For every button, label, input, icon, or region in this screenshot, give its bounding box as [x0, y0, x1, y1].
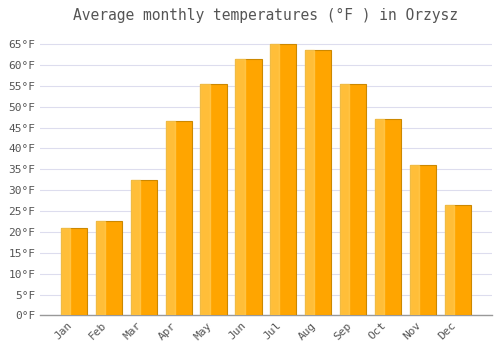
Bar	[445, 205, 454, 315]
Title: Average monthly temperatures (°F ) in Orzysz: Average monthly temperatures (°F ) in Or…	[74, 8, 458, 23]
Bar	[96, 222, 122, 315]
Bar	[340, 84, 366, 315]
Bar	[166, 121, 192, 315]
Bar	[340, 84, 349, 315]
Bar	[305, 50, 314, 315]
Bar	[60, 228, 70, 315]
Bar	[270, 44, 296, 315]
Bar	[410, 165, 419, 315]
Bar	[166, 121, 174, 315]
Bar	[236, 58, 262, 315]
Bar	[130, 180, 157, 315]
Bar	[375, 119, 384, 315]
Bar	[236, 58, 244, 315]
Bar	[200, 84, 209, 315]
Bar	[410, 165, 436, 315]
Bar	[305, 50, 332, 315]
Bar	[60, 228, 87, 315]
Bar	[375, 119, 402, 315]
Bar	[445, 205, 471, 315]
Bar	[200, 84, 226, 315]
Bar	[270, 44, 280, 315]
Bar	[96, 222, 105, 315]
Bar	[130, 180, 140, 315]
